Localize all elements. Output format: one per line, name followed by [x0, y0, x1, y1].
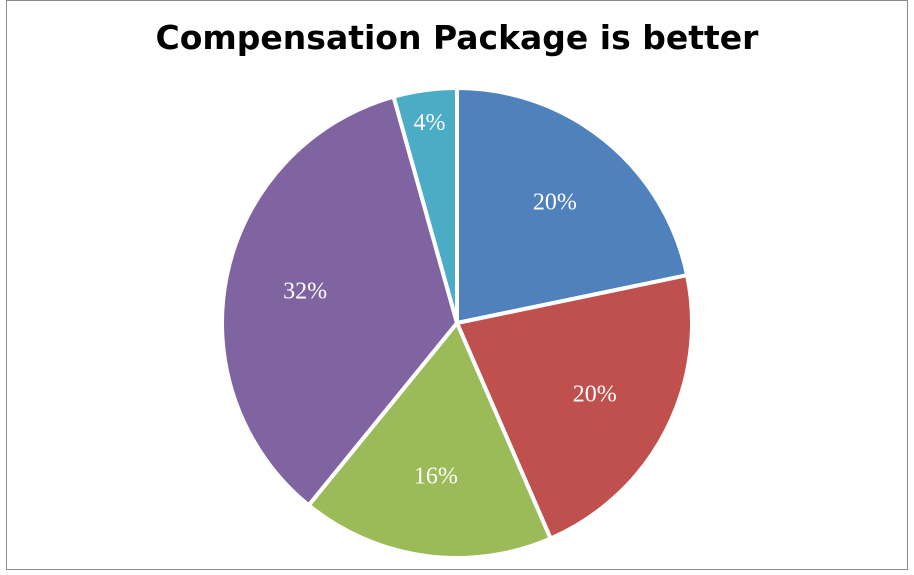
pie-slice-2 — [455, 273, 694, 541]
pie-slice-label-2: 20% — [573, 381, 617, 407]
pie-slice-3 — [306, 321, 553, 560]
pie-slice-1 — [455, 86, 690, 325]
pie-slice-label-1: 20% — [533, 190, 577, 216]
chart-title: Compensation Package is better — [155, 18, 759, 57]
pie-slice-label-5: 4% — [413, 110, 445, 136]
pie-slice-5 — [391, 86, 459, 325]
pie-slice-label-3: 16% — [414, 464, 458, 490]
pie-slice-label-4: 32% — [283, 278, 327, 304]
pie-slice-4 — [220, 94, 459, 508]
